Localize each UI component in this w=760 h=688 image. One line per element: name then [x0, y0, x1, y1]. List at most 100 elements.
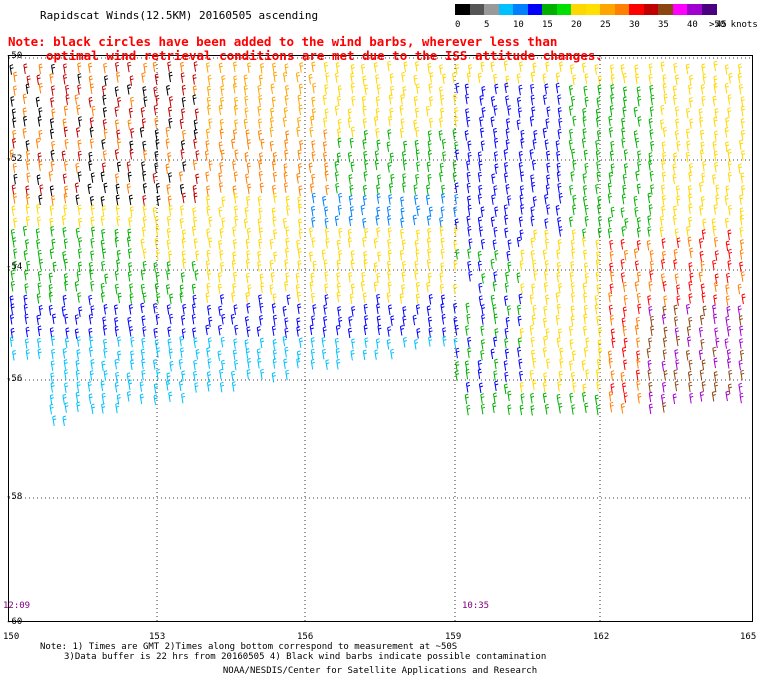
wind-barb: [636, 292, 641, 304]
wind-barb: [143, 62, 148, 74]
wind-barb: [218, 324, 223, 336]
wind-barb: [571, 148, 576, 160]
wind-barb: [414, 239, 419, 251]
wind-barb: [428, 206, 433, 218]
wind-barb: [726, 272, 731, 284]
wind-barb: [390, 173, 395, 185]
wind-barb: [376, 139, 381, 151]
wind-barb: [620, 272, 626, 283]
lon-label-165: 165: [740, 632, 757, 642]
wind-barb: [620, 403, 625, 414]
wind-barb: [220, 149, 225, 161]
wind-barb: [598, 326, 603, 338]
wind-barb: [114, 106, 119, 117]
wind-barb: [530, 71, 535, 83]
wind-barb: [428, 294, 433, 305]
wind-barb: [179, 171, 184, 182]
wind-barb: [569, 184, 574, 196]
wind-barb: [518, 84, 523, 96]
wind-barb: [504, 172, 509, 183]
wind-barb: [283, 71, 288, 83]
wind-barb: [257, 261, 262, 272]
wind-barb: [429, 72, 434, 83]
wind-barb: [90, 280, 95, 292]
legend-swatch: [701, 4, 717, 15]
wind-barb: [621, 226, 626, 237]
wind-barb: [559, 347, 564, 359]
wind-barb: [481, 273, 486, 284]
wind-barb: [271, 96, 276, 108]
wind-barb: [130, 359, 135, 370]
wind-barb: [727, 160, 732, 171]
wind-barb: [725, 295, 730, 306]
wind-barb: [452, 72, 457, 83]
wind-barb: [594, 394, 599, 406]
wind-barb: [569, 339, 574, 350]
legend-label: 40: [687, 20, 698, 30]
wind-barb: [635, 137, 640, 149]
wind-barb: [584, 73, 589, 84]
wind-barb: [555, 82, 560, 94]
wind-barb: [63, 192, 68, 204]
wind-barb: [594, 304, 599, 315]
wind-barb: [414, 139, 419, 151]
wind-barb: [401, 284, 406, 295]
wind-barb: [271, 303, 276, 314]
wind-barb: [62, 294, 67, 306]
wind-barb: [623, 96, 628, 107]
wind-barb: [88, 151, 93, 163]
wind-barb: [181, 314, 186, 326]
wind-barb: [672, 173, 677, 185]
wind-barb: [399, 249, 404, 261]
wind-barb: [636, 86, 641, 97]
wind-barb: [698, 271, 703, 283]
wind-barb: [154, 129, 159, 140]
wind-barb: [519, 404, 524, 416]
ss-attitude-note: Note: black circles have been added to t…: [8, 35, 603, 63]
wind-barb: [364, 84, 369, 96]
wind-barb: [620, 64, 625, 75]
wind-barb: [102, 94, 107, 106]
wind-barb: [533, 229, 538, 240]
wind-barb: [427, 248, 432, 259]
wind-barb: [428, 83, 433, 94]
wind-barb: [25, 185, 30, 196]
wind-barb: [634, 260, 640, 271]
wind-barb: [74, 94, 79, 105]
wind-barb: [492, 402, 497, 413]
wind-barb: [244, 95, 249, 107]
wind-barb: [22, 107, 27, 118]
wind-barb: [465, 325, 470, 336]
wind-barb: [649, 84, 654, 96]
wind-barb: [503, 383, 509, 395]
wind-barb: [556, 150, 561, 162]
wind-barb: [129, 75, 134, 86]
wind-barb: [12, 162, 17, 174]
wind-barb: [519, 229, 524, 240]
wind-barb: [633, 195, 638, 207]
wind-barb: [399, 105, 404, 116]
wind-barb: [375, 96, 380, 107]
wind-barb: [542, 249, 547, 260]
wind-barb: [702, 305, 707, 317]
wind-barb: [286, 294, 291, 305]
wind-barb: [386, 339, 391, 350]
wind-barb: [387, 260, 392, 272]
wind-barb: [181, 328, 186, 339]
wind-barb: [387, 238, 392, 250]
wind-barb: [609, 401, 614, 413]
wind-barb: [13, 217, 18, 229]
wind-barb: [139, 381, 144, 392]
wind-barb: [323, 151, 328, 163]
wind-barb: [505, 139, 510, 150]
wind-barb: [322, 94, 327, 106]
wind-barb: [610, 206, 615, 218]
wind-barb: [193, 337, 198, 348]
wind-barb: [64, 382, 69, 393]
wind-barb: [205, 128, 211, 139]
wind-barb: [309, 227, 314, 238]
wind-barb: [323, 117, 328, 128]
wind-barb: [362, 292, 367, 303]
wind-barb: [724, 82, 729, 94]
wind-barb: [246, 250, 251, 261]
